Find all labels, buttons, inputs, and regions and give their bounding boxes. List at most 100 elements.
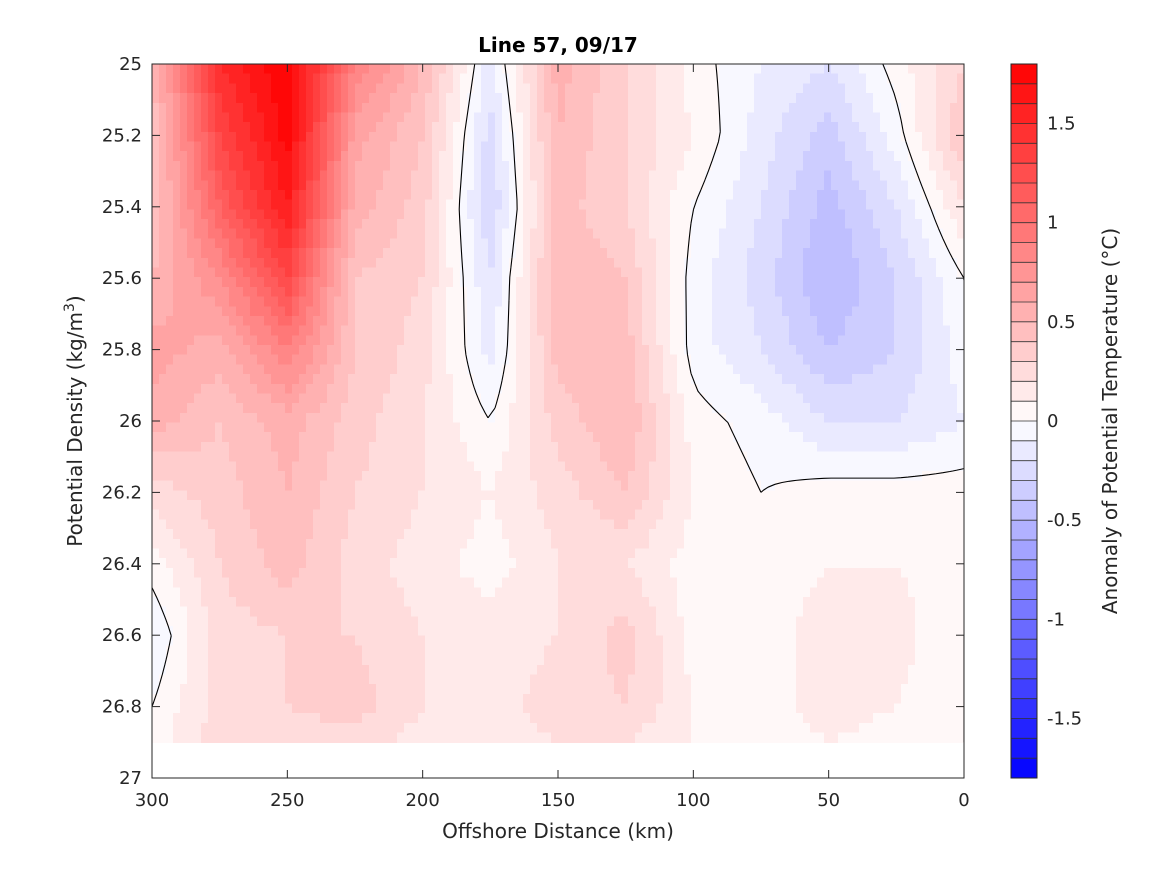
heatmap-cell xyxy=(355,403,363,414)
heatmap-cell xyxy=(894,325,902,336)
heatmap-cell xyxy=(299,374,307,385)
heatmap-cell xyxy=(628,219,636,230)
heatmap-cell xyxy=(502,112,510,123)
heatmap-cell xyxy=(411,248,419,259)
heatmap-cell xyxy=(516,306,524,317)
heatmap-cell xyxy=(166,257,174,269)
heatmap-cell xyxy=(908,189,916,201)
heatmap-cell xyxy=(334,189,342,201)
heatmap-cell xyxy=(187,374,195,385)
heatmap-cell xyxy=(803,325,811,336)
heatmap-cell xyxy=(733,248,741,259)
heatmap-cell xyxy=(558,451,566,462)
heatmap-cell xyxy=(922,383,930,395)
heatmap-cell xyxy=(292,248,300,259)
heatmap-cell xyxy=(299,383,307,395)
heatmap-cell xyxy=(467,170,475,181)
heatmap-cell xyxy=(320,364,328,375)
heatmap-cell xyxy=(299,93,307,104)
heatmap-cell xyxy=(579,325,587,336)
heatmap-cell xyxy=(271,257,279,269)
heatmap-cell xyxy=(600,306,608,317)
heatmap-cell xyxy=(544,451,552,462)
heatmap-cell xyxy=(929,112,937,123)
heatmap-cell xyxy=(901,257,909,269)
heatmap-cell xyxy=(817,238,825,249)
heatmap-cell xyxy=(264,374,272,385)
heatmap-cell xyxy=(537,432,545,443)
heatmap-cell xyxy=(663,257,671,269)
heatmap-cell xyxy=(677,315,685,327)
heatmap-cell xyxy=(838,335,846,346)
heatmap-cell xyxy=(936,451,944,462)
heatmap-cell xyxy=(796,102,804,114)
heatmap-cell xyxy=(306,451,314,462)
heatmap-cell xyxy=(670,412,678,424)
heatmap-cell xyxy=(523,422,531,433)
heatmap-cell xyxy=(411,219,419,230)
heatmap-cell xyxy=(565,257,573,269)
heatmap-cell xyxy=(362,102,370,114)
heatmap-cell xyxy=(264,122,272,133)
heatmap-cell xyxy=(453,180,461,191)
heatmap-cell xyxy=(544,180,552,191)
heatmap-cell xyxy=(166,374,174,385)
heatmap-cell xyxy=(348,209,356,220)
heatmap-cell xyxy=(292,277,300,288)
heatmap-cell xyxy=(523,257,531,269)
heatmap-cell xyxy=(271,422,279,433)
heatmap-cell xyxy=(572,238,580,249)
heatmap-cell xyxy=(649,374,657,385)
heatmap-cell xyxy=(614,383,622,395)
heatmap-cell xyxy=(873,180,881,191)
heatmap-cell xyxy=(740,364,748,375)
heatmap-cell xyxy=(376,122,384,133)
heatmap-cell xyxy=(446,248,454,259)
heatmap-cell xyxy=(796,189,804,201)
heatmap-cell xyxy=(404,277,412,288)
heatmap-cell xyxy=(201,257,209,269)
heatmap-cell xyxy=(362,412,370,424)
heatmap-cell xyxy=(278,470,286,482)
heatmap-cell xyxy=(579,383,587,395)
heatmap-cell xyxy=(803,354,811,365)
heatmap-cell xyxy=(614,248,622,259)
heatmap-cell xyxy=(565,354,573,365)
heatmap-cell xyxy=(460,403,468,414)
heatmap-cell xyxy=(922,441,930,453)
heatmap-cell xyxy=(327,209,335,220)
heatmap-cell xyxy=(936,306,944,317)
heatmap-cell xyxy=(236,306,244,317)
heatmap-cell xyxy=(642,209,650,220)
heatmap-cell xyxy=(936,64,944,75)
heatmap-cell xyxy=(614,403,622,414)
heatmap-cell xyxy=(404,412,412,424)
heatmap-cell xyxy=(292,228,300,240)
heatmap-cell xyxy=(369,122,377,133)
heatmap-cell xyxy=(663,422,671,433)
heatmap-cell xyxy=(852,306,860,317)
heatmap-cell xyxy=(901,180,909,191)
heatmap-cell xyxy=(495,441,503,453)
heatmap-cell xyxy=(222,441,230,453)
heatmap-cell xyxy=(579,277,587,288)
heatmap-cell xyxy=(558,102,566,114)
heatmap-cell xyxy=(565,83,573,94)
heatmap-cell xyxy=(747,267,755,278)
heatmap-cell xyxy=(733,257,741,269)
heatmap-cell xyxy=(817,383,825,395)
heatmap-cell xyxy=(880,383,888,395)
heatmap-cell xyxy=(229,364,237,375)
heatmap-cell xyxy=(803,209,811,220)
heatmap-cell xyxy=(474,151,482,162)
heatmap-cell xyxy=(460,374,468,385)
heatmap-cell xyxy=(257,151,265,162)
heatmap-cell xyxy=(607,228,615,240)
heatmap-cell xyxy=(257,345,265,356)
heatmap-cell xyxy=(362,432,370,443)
heatmap-cell xyxy=(677,364,685,375)
heatmap-cell xyxy=(698,412,706,424)
heatmap-cell xyxy=(523,315,531,327)
heatmap-cell xyxy=(894,93,902,104)
heatmap-cell xyxy=(516,267,524,278)
